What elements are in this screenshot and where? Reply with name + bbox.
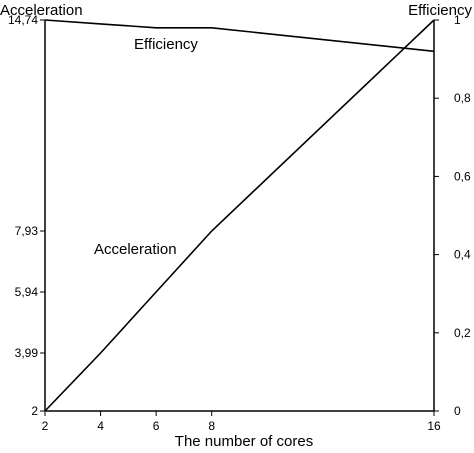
left-tick-label: 2 xyxy=(31,404,38,418)
series-label-acceleration: Acceleration xyxy=(94,241,177,258)
x-tick-label: 6 xyxy=(153,419,160,433)
series-lines xyxy=(44,19,435,412)
left-tick-label: 5,94 xyxy=(15,285,39,299)
right-tick-label: 0,4 xyxy=(454,248,471,262)
right-tick-label: 0,8 xyxy=(454,91,471,105)
x-axis-title: The number of cores xyxy=(175,433,313,450)
left-tick-label: 14,74 xyxy=(8,13,38,27)
right-tick-label: 0 xyxy=(454,404,461,418)
right-axis-title: Efficiency xyxy=(408,2,472,19)
left-axis-ticks: 2 3,99 5,94 7,93 14,74 xyxy=(8,13,45,418)
series-label-efficiency: Efficiency xyxy=(134,36,198,53)
right-tick-label: 0,6 xyxy=(454,169,471,183)
left-tick-label: 3,99 xyxy=(15,346,39,360)
x-tick-label: 4 xyxy=(97,419,104,433)
x-tick-label: 2 xyxy=(42,419,49,433)
x-tick-label: 8 xyxy=(208,419,215,433)
right-tick-label: 0,2 xyxy=(454,326,471,340)
right-axis-ticks: 0 0,2 0,4 0,6 0,8 1 xyxy=(434,13,471,418)
series-line-efficiency xyxy=(44,19,435,53)
plot-frame xyxy=(44,20,435,412)
left-tick-label: 7,93 xyxy=(15,224,39,238)
right-tick-label: 1 xyxy=(454,13,461,27)
left-axis-title: Acceleration xyxy=(0,2,83,19)
x-axis-ticks: 2 4 6 8 16 xyxy=(42,411,441,433)
x-tick-label: 16 xyxy=(427,419,441,433)
series-line-acceleration xyxy=(44,19,435,412)
